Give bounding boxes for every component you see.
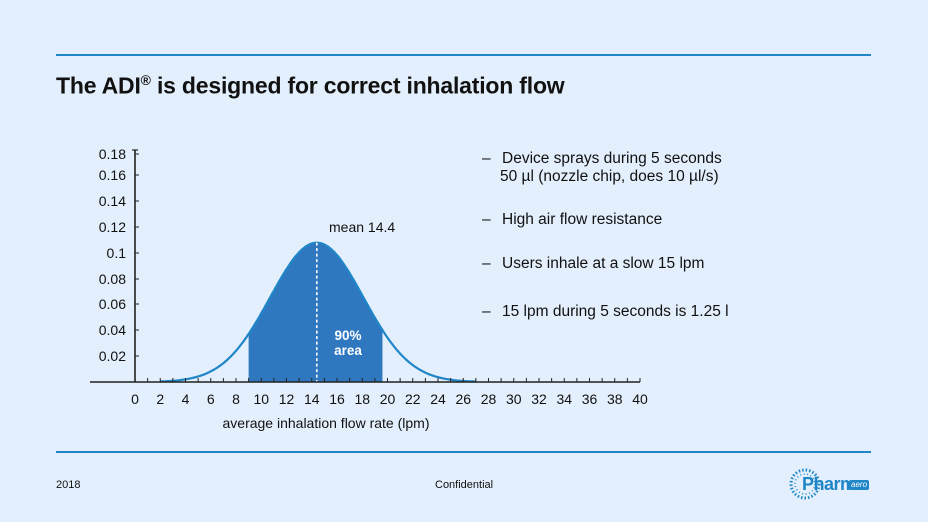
top-rule xyxy=(56,54,871,56)
logo-text: Pharm xyxy=(802,474,856,494)
area-label-percent: 90% xyxy=(334,328,361,343)
x-axis-title: average inhalation flow rate (lpm) xyxy=(223,415,430,431)
mean-annotation: mean 14.4 xyxy=(329,219,395,235)
x-tick-label: 30 xyxy=(506,391,522,407)
area-label-word: area xyxy=(334,343,362,358)
x-tick-label: 38 xyxy=(607,391,623,407)
slide-title: The ADI® is designed for correct inhalat… xyxy=(56,72,565,100)
x-tick-label: 40 xyxy=(632,391,648,407)
x-tick-label: 14 xyxy=(304,391,320,407)
bullet-text: Device sprays during 5 seconds xyxy=(502,150,722,167)
x-tick-label: 6 xyxy=(207,391,215,407)
y-tick-label: 0.12 xyxy=(99,219,126,235)
bullet-dash: – xyxy=(482,150,491,167)
y-tick-label: 0.06 xyxy=(99,296,126,312)
x-tick-label: 24 xyxy=(430,391,446,407)
x-tick-label: 22 xyxy=(405,391,421,407)
bullet-dash: – xyxy=(482,255,491,272)
logo-suffix: aero xyxy=(849,480,870,490)
registered-mark: ® xyxy=(140,72,151,88)
x-tick-label: 12 xyxy=(279,391,295,407)
shaded-90-area xyxy=(248,242,383,382)
bullet-item: – Users inhale at a slow 15 lpm xyxy=(482,255,704,273)
title-rest: is designed for correct inhalation flow xyxy=(150,72,565,99)
title-main: The ADI xyxy=(56,72,141,99)
logo-dotted-ring-icon xyxy=(789,468,821,500)
x-tick-label: 2 xyxy=(156,391,164,407)
x-tick-label: 28 xyxy=(481,391,497,407)
footer-confidential: Confidential xyxy=(435,479,494,491)
x-tick-label: 18 xyxy=(354,391,370,407)
y-tick-label: 0.04 xyxy=(99,322,126,338)
y-tick-label: 0.18 xyxy=(99,146,126,162)
bullet-continuation: 50 µl (nozzle chip, does 10 µl/s) xyxy=(500,168,719,185)
bullet-text: Users inhale at a slow 15 lpm xyxy=(502,255,705,272)
x-tick-label: 0 xyxy=(131,391,139,407)
bullet-item: – Device sprays during 5 seconds 50 µl (n… xyxy=(482,150,722,186)
x-tick-label: 4 xyxy=(182,391,190,407)
bottom-rule xyxy=(56,451,871,453)
bullet-dash: – xyxy=(482,211,491,228)
bullet-dash: – xyxy=(482,303,491,320)
bullet-item: –15 lpm during 5 seconds is 1.25 l xyxy=(482,303,729,321)
x-tick-label: 32 xyxy=(531,391,547,407)
pharmaero-logo: Pharm aero xyxy=(788,466,878,502)
y-tick-label: 0.16 xyxy=(99,167,126,183)
x-tick-label: 36 xyxy=(582,391,598,407)
x-tick-label: 16 xyxy=(329,391,345,407)
x-tick-label: 20 xyxy=(380,391,396,407)
distribution-curve xyxy=(160,241,476,383)
y-tick-label: 0.02 xyxy=(99,348,126,364)
bullet-text: 15 lpm during 5 seconds is 1.25 l xyxy=(502,303,729,320)
footer-year: 2018 xyxy=(56,479,81,491)
x-tick-label: 8 xyxy=(232,391,240,407)
y-tick-label: 0.14 xyxy=(99,193,126,209)
y-tick-label: 0.08 xyxy=(99,271,126,287)
y-tick-label: 0.1 xyxy=(107,245,127,261)
x-tick-label: 10 xyxy=(253,391,269,407)
bullet-text: High air flow resistance xyxy=(502,211,663,228)
bullet-item: – High air flow resistance xyxy=(482,211,662,229)
x-tick-label: 26 xyxy=(455,391,471,407)
x-tick-label: 34 xyxy=(556,391,572,407)
